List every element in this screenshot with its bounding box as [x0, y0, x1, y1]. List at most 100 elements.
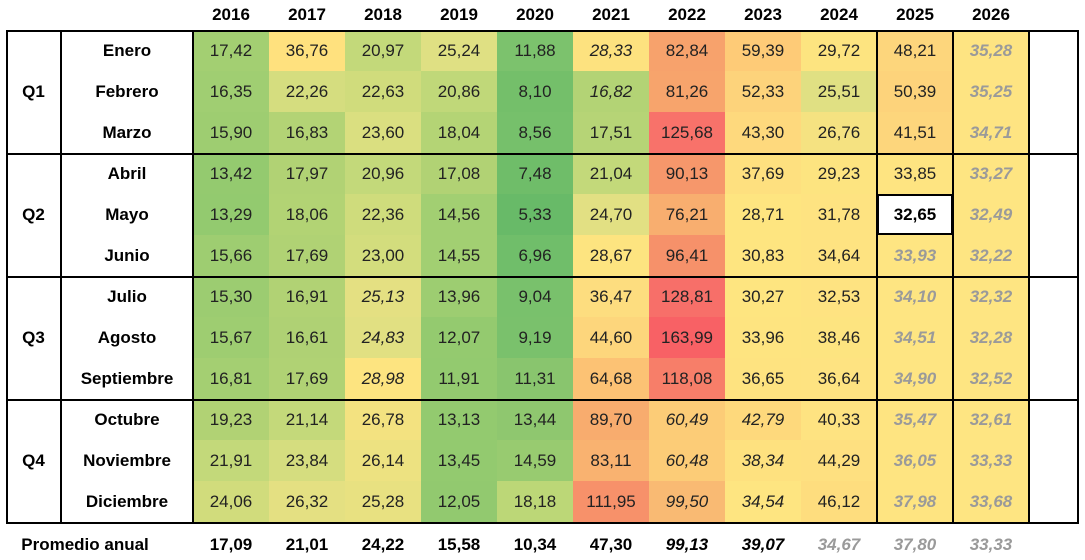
data-cell[interactable]: 13,29 [193, 194, 269, 235]
data-cell[interactable]: 16,91 [269, 276, 345, 317]
data-cell[interactable]: 46,12 [801, 481, 877, 522]
data-cell[interactable]: 31,78 [801, 194, 877, 235]
data-cell[interactable]: 17,08 [421, 153, 497, 194]
data-cell[interactable]: 21,14 [269, 399, 345, 440]
data-cell[interactable]: 33,33 [953, 440, 1029, 481]
data-cell[interactable]: 13,42 [193, 153, 269, 194]
data-cell[interactable]: 34,64 [801, 235, 877, 276]
data-cell[interactable]: 15,67 [193, 317, 269, 358]
data-cell[interactable]: 60,48 [649, 440, 725, 481]
data-cell[interactable]: 20,96 [345, 153, 421, 194]
data-cell[interactable]: 34,71 [953, 112, 1029, 153]
data-cell[interactable]: 26,14 [345, 440, 421, 481]
data-cell[interactable]: 30,83 [725, 235, 801, 276]
data-cell[interactable]: 30,27 [725, 276, 801, 317]
data-cell[interactable]: 34,54 [725, 481, 801, 522]
data-cell[interactable]: 48,21 [877, 30, 953, 71]
data-cell[interactable]: 38,46 [801, 317, 877, 358]
data-cell[interactable]: 111,95 [573, 481, 649, 522]
data-cell[interactable]: 32,32 [953, 276, 1029, 317]
data-cell[interactable]: 76,21 [649, 194, 725, 235]
data-cell[interactable]: 33,27 [953, 153, 1029, 194]
data-cell[interactable]: 28,71 [725, 194, 801, 235]
data-cell[interactable]: 25,28 [345, 481, 421, 522]
data-cell[interactable]: 16,35 [193, 71, 269, 112]
data-cell[interactable]: 23,60 [345, 112, 421, 153]
data-cell[interactable]: 28,67 [573, 235, 649, 276]
data-cell[interactable]: 163,99 [649, 317, 725, 358]
data-cell[interactable]: 44,60 [573, 317, 649, 358]
data-cell[interactable]: 32,22 [953, 235, 1029, 276]
data-cell[interactable]: 21,04 [573, 153, 649, 194]
data-cell[interactable]: 33,93 [877, 235, 953, 276]
data-cell[interactable]: 16,61 [269, 317, 345, 358]
data-cell[interactable]: 36,47 [573, 276, 649, 317]
data-cell[interactable]: 32,28 [953, 317, 1029, 358]
data-cell[interactable]: 15,66 [193, 235, 269, 276]
data-cell[interactable]: 8,56 [497, 112, 573, 153]
data-cell[interactable]: 18,18 [497, 481, 573, 522]
data-cell[interactable]: 35,28 [953, 30, 1029, 71]
data-cell[interactable]: 29,72 [801, 30, 877, 71]
data-cell[interactable]: 16,83 [269, 112, 345, 153]
data-cell[interactable]: 18,04 [421, 112, 497, 153]
data-cell[interactable]: 50,39 [877, 71, 953, 112]
data-cell[interactable]: 8,10 [497, 71, 573, 112]
data-cell[interactable]: 26,76 [801, 112, 877, 153]
data-cell[interactable]: 21,91 [193, 440, 269, 481]
data-cell[interactable]: 17,97 [269, 153, 345, 194]
data-cell[interactable]: 17,51 [573, 112, 649, 153]
data-cell[interactable]: 20,86 [421, 71, 497, 112]
data-cell[interactable]: 34,90 [877, 358, 953, 399]
data-cell[interactable]: 40,33 [801, 399, 877, 440]
data-cell[interactable]: 15,90 [193, 112, 269, 153]
data-cell[interactable]: 25,51 [801, 71, 877, 112]
data-cell[interactable]: 118,08 [649, 358, 725, 399]
data-cell[interactable]: 11,91 [421, 358, 497, 399]
data-cell[interactable]: 22,26 [269, 71, 345, 112]
data-cell[interactable]: 33,85 [877, 153, 953, 194]
data-cell[interactable]: 32,61 [953, 399, 1029, 440]
data-cell[interactable]: 42,79 [725, 399, 801, 440]
data-cell[interactable]: 24,70 [573, 194, 649, 235]
data-cell[interactable]: 36,76 [269, 30, 345, 71]
data-cell[interactable]: 13,13 [421, 399, 497, 440]
data-cell[interactable]: 14,59 [497, 440, 573, 481]
data-cell[interactable]: 36,65 [725, 358, 801, 399]
data-cell[interactable]: 52,33 [725, 71, 801, 112]
data-cell[interactable]: 12,05 [421, 481, 497, 522]
data-cell[interactable]: 6,96 [497, 235, 573, 276]
data-cell[interactable]: 82,84 [649, 30, 725, 71]
data-cell[interactable]: 22,63 [345, 71, 421, 112]
data-cell[interactable]: 15,30 [193, 276, 269, 317]
data-cell[interactable]: 24,83 [345, 317, 421, 358]
data-cell[interactable]: 13,45 [421, 440, 497, 481]
data-cell[interactable]: 9,19 [497, 317, 573, 358]
data-cell[interactable]: 41,51 [877, 112, 953, 153]
data-cell[interactable]: 19,23 [193, 399, 269, 440]
data-cell[interactable]: 9,04 [497, 276, 573, 317]
data-cell[interactable]: 37,98 [877, 481, 953, 522]
data-cell[interactable]: 24,06 [193, 481, 269, 522]
data-cell[interactable]: 32,52 [953, 358, 1029, 399]
data-cell[interactable]: 23,00 [345, 235, 421, 276]
data-cell[interactable]: 37,69 [725, 153, 801, 194]
data-cell[interactable]: 12,07 [421, 317, 497, 358]
data-cell[interactable]: 90,13 [649, 153, 725, 194]
data-cell[interactable]: 35,25 [953, 71, 1029, 112]
data-cell[interactable]: 125,68 [649, 112, 725, 153]
data-cell[interactable]: 26,78 [345, 399, 421, 440]
data-cell[interactable]: 18,06 [269, 194, 345, 235]
data-cell[interactable]: 7,48 [497, 153, 573, 194]
data-cell[interactable]: 11,88 [497, 30, 573, 71]
data-cell[interactable]: 11,31 [497, 358, 573, 399]
data-cell[interactable]: 99,50 [649, 481, 725, 522]
data-cell[interactable]: 59,39 [725, 30, 801, 71]
data-cell[interactable]: 20,97 [345, 30, 421, 71]
data-cell[interactable]: 29,23 [801, 153, 877, 194]
data-cell[interactable]: 16,82 [573, 71, 649, 112]
data-cell[interactable]: 32,49 [953, 194, 1029, 235]
data-cell[interactable]: 17,42 [193, 30, 269, 71]
data-cell[interactable]: 35,47 [877, 399, 953, 440]
data-cell[interactable]: 60,49 [649, 399, 725, 440]
